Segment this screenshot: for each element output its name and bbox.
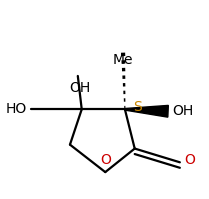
Text: O: O: [100, 153, 111, 167]
Text: OH: OH: [69, 81, 90, 95]
Polygon shape: [125, 105, 168, 117]
Text: O: O: [185, 153, 196, 167]
Text: Me: Me: [113, 53, 133, 67]
Text: S: S: [133, 100, 141, 114]
Text: OH: OH: [172, 104, 193, 118]
Text: HO: HO: [5, 102, 27, 116]
